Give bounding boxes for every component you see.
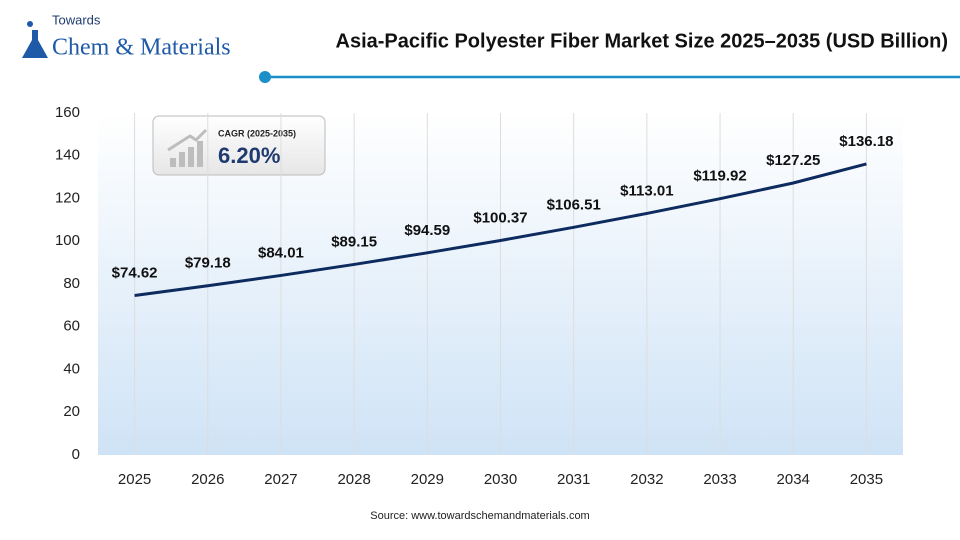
x-tick-label: 2034 <box>777 471 810 488</box>
cagr-box-bg <box>152 115 326 176</box>
line <box>134 162 867 297</box>
y-tick-label: 160 <box>55 104 80 121</box>
x-tick-label: 2028 <box>337 471 370 488</box>
y-tick-label: 80 <box>63 275 80 292</box>
cagr-icon <box>167 128 208 167</box>
data-label: $79.18 <box>185 255 231 272</box>
source: Source: www.towardschemandmaterials.com <box>370 510 589 522</box>
data-label: $100.37 <box>473 209 527 226</box>
cagr-value: 6.20% <box>218 143 280 168</box>
data-label: $113.01 <box>620 182 673 199</box>
data-label: $106.51 <box>547 196 601 213</box>
y-tick-label: 40 <box>63 360 80 377</box>
logo-icon <box>27 21 33 27</box>
data-label: $136.18 <box>839 133 893 150</box>
x-tick-label: 2031 <box>557 471 590 488</box>
logo: Towards Chem & Materials <box>22 12 231 61</box>
y-tick-label: 120 <box>55 189 80 206</box>
data-label: $94.59 <box>404 222 450 239</box>
x-tick-label: 2032 <box>630 471 663 488</box>
logo-top: Towards <box>52 12 101 27</box>
cagr-box: CAGR (2025-2035) 6.20% <box>152 115 326 176</box>
y-tick-label: 140 <box>55 147 80 164</box>
data-label: $119.92 <box>693 168 746 185</box>
chart-title: Asia-Pacific Polyester Fiber Market Size… <box>336 30 948 52</box>
logo-main: Chem & Materials <box>52 35 231 61</box>
x-tick-label: 2029 <box>411 471 444 488</box>
data-label: $89.15 <box>331 233 377 250</box>
data-label: $84.01 <box>258 244 304 261</box>
y-tick-label: 0 <box>72 446 80 463</box>
x-tick-label: 2027 <box>264 471 297 488</box>
y-tick-label: 20 <box>63 403 80 420</box>
cagr-label: CAGR (2025-2035) <box>218 128 296 138</box>
x-tick-label: 2026 <box>191 471 224 488</box>
x-tick-label: 2035 <box>850 471 883 488</box>
x-tick-label: 2033 <box>703 471 736 488</box>
title-rule-dot <box>259 71 271 83</box>
y-tick-label: 100 <box>55 232 80 249</box>
x-tick-label: 2030 <box>484 471 517 488</box>
x-tick-label: 2025 <box>118 471 151 488</box>
data-label: $74.62 <box>112 264 158 281</box>
logo-icon <box>22 30 48 58</box>
data-label: $127.25 <box>766 152 820 169</box>
y-tick-label: 60 <box>63 318 80 335</box>
